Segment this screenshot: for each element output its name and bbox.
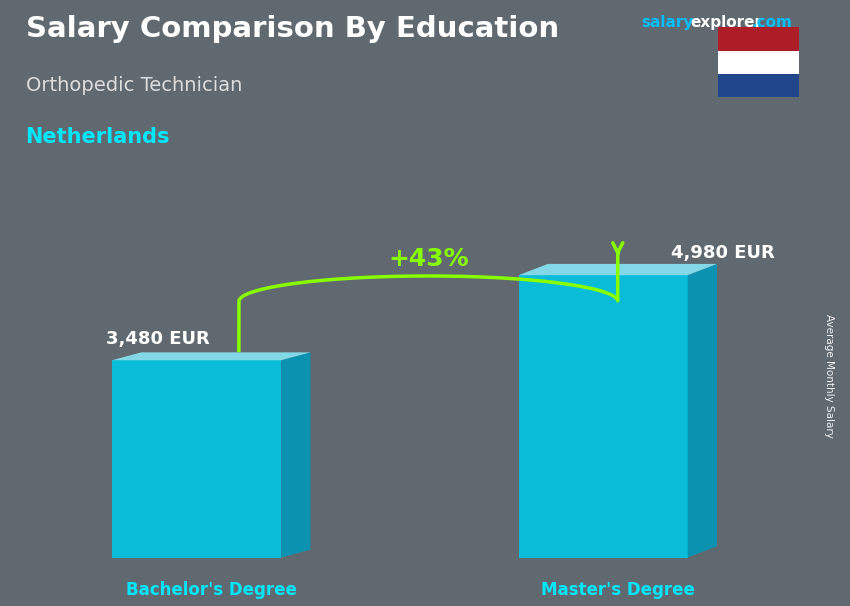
Polygon shape (518, 275, 688, 558)
Text: explorer: explorer (690, 15, 762, 30)
Bar (718, 50, 799, 74)
Bar (718, 74, 799, 97)
Polygon shape (518, 264, 717, 275)
Text: 3,480 EUR: 3,480 EUR (105, 330, 209, 348)
Text: Master's Degree: Master's Degree (541, 581, 694, 599)
Polygon shape (281, 352, 310, 558)
Polygon shape (112, 352, 310, 360)
Polygon shape (112, 360, 281, 558)
Text: Salary Comparison By Education: Salary Comparison By Education (26, 15, 558, 43)
Polygon shape (688, 264, 717, 558)
Text: salary: salary (642, 15, 694, 30)
Text: Average Monthly Salary: Average Monthly Salary (824, 314, 834, 438)
Text: +43%: +43% (388, 247, 468, 271)
Text: .com: .com (751, 15, 792, 30)
Bar (718, 27, 799, 50)
Text: Netherlands: Netherlands (26, 127, 170, 147)
Text: Bachelor's Degree: Bachelor's Degree (126, 581, 297, 599)
Text: Orthopedic Technician: Orthopedic Technician (26, 76, 242, 95)
Text: 4,980 EUR: 4,980 EUR (672, 244, 775, 262)
